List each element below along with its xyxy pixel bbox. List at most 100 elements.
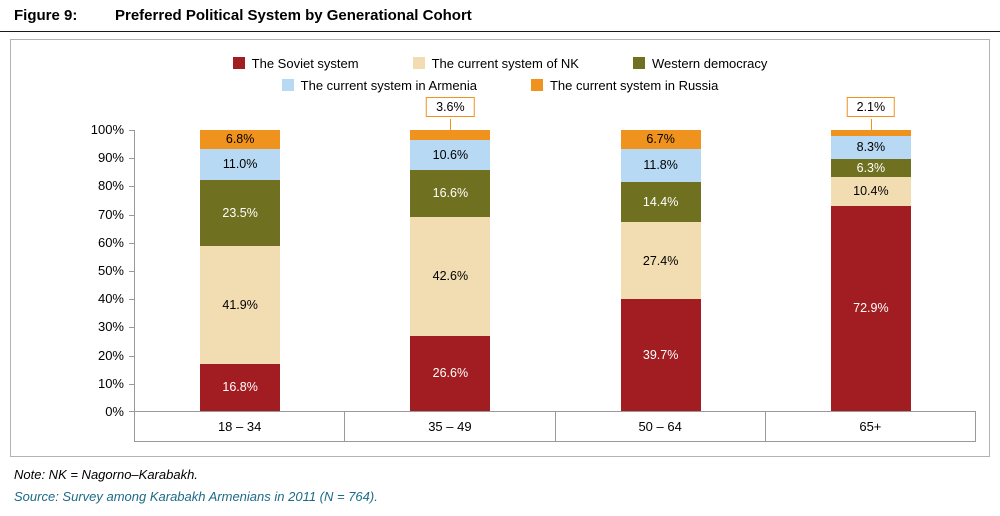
bar-segment: 42.6% bbox=[410, 216, 491, 337]
y-axis-tick bbox=[129, 383, 134, 385]
bar-column: 3.6% 10.6% 16.6% 42.6% 26.6% bbox=[345, 97, 555, 411]
bar-segment: 11.0% bbox=[200, 149, 281, 180]
chart-legend: The Soviet system The current system of N… bbox=[11, 52, 989, 96]
legend-label: Western democracy bbox=[651, 55, 768, 71]
y-axis-label: 50% bbox=[97, 263, 124, 278]
y-axis-tick bbox=[129, 327, 134, 329]
x-axis-label: 35 – 49 bbox=[345, 412, 556, 441]
segment-value-label: 8.3% bbox=[856, 140, 886, 155]
bar-segment: 41.9% bbox=[200, 246, 281, 364]
segment-value-label: 16.8% bbox=[222, 380, 258, 395]
bar-segment bbox=[410, 130, 491, 141]
segment-value-label: 6.7% bbox=[646, 132, 675, 147]
callout-label: 3.6% bbox=[426, 97, 475, 117]
bar-segment: 72.9% bbox=[830, 206, 911, 411]
bar-segment: 6.7% bbox=[620, 130, 701, 149]
legend-item: The current system of NK bbox=[412, 55, 579, 71]
chart-frame: The Soviet system The current system of N… bbox=[10, 39, 990, 457]
bar-segment: 16.6% bbox=[410, 169, 491, 217]
bar-segment: 27.4% bbox=[620, 222, 701, 300]
segment-value-label: 16.6% bbox=[432, 185, 469, 200]
y-axis-label: 30% bbox=[97, 319, 124, 335]
y-axis-label: 20% bbox=[97, 347, 124, 363]
legend-item: Western democracy bbox=[632, 55, 768, 71]
bar-segment: 6.3% bbox=[830, 159, 911, 177]
y-axis-tick bbox=[129, 158, 134, 160]
bar-segment: 39.7% bbox=[620, 299, 701, 411]
y-axis-tick bbox=[129, 411, 134, 412]
stacked-bar: 6.8% 11.0% 23.5% 41.9% 16.8% bbox=[200, 130, 281, 411]
chart-notes: Note: NK = Nagorno–Karabakh. Source: Sur… bbox=[0, 457, 1000, 504]
y-axis-tick bbox=[129, 130, 134, 131]
legend-swatch-icon bbox=[412, 57, 425, 69]
legend-swatch-icon bbox=[281, 79, 294, 91]
bar-segment: 10.6% bbox=[410, 140, 491, 170]
figure-title-row: Figure 9: Preferred Political System by … bbox=[0, 0, 1000, 32]
legend-item: The current system in Russia bbox=[530, 77, 719, 93]
legend-swatch-icon bbox=[632, 57, 645, 69]
legend-label: The current system in Russia bbox=[549, 77, 719, 93]
bar-segment: 8.3% bbox=[830, 135, 911, 160]
segment-value-label: 26.6% bbox=[432, 366, 469, 381]
y-axis-label: 70% bbox=[97, 206, 124, 222]
y-axis-tick bbox=[129, 355, 134, 357]
y-axis-label: 60% bbox=[97, 234, 124, 250]
segment-value-label: 11.8% bbox=[643, 158, 678, 173]
legend-label: The Soviet system bbox=[251, 55, 359, 71]
bar-segment: 16.8% bbox=[200, 363, 281, 411]
callout-leader-line bbox=[870, 119, 872, 130]
segment-value-label: 11.0% bbox=[222, 157, 258, 172]
y-axis-tick bbox=[129, 299, 134, 301]
y-axis-label: 40% bbox=[97, 291, 124, 307]
legend-row: The Soviet system The current system of N… bbox=[206, 52, 795, 74]
y-axis-tick bbox=[129, 271, 134, 272]
segment-value-label: 42.6% bbox=[432, 269, 469, 284]
bar-segment: 14.4% bbox=[620, 181, 701, 223]
y-axis-tick bbox=[129, 214, 134, 216]
bar-column: 6.7% 11.8% 14.4% 27.4% 39.7% bbox=[556, 130, 766, 411]
y-axis-tick bbox=[129, 242, 134, 244]
bar-column: 2.1% 8.3% 6.3% 10.4% 72.9% bbox=[766, 97, 976, 411]
y-axis-tick bbox=[129, 186, 134, 188]
bar-segment: 26.6% bbox=[410, 336, 491, 411]
callout-leader-line bbox=[450, 119, 452, 130]
bar-segment: 23.5% bbox=[200, 180, 281, 247]
callout-label: 2.1% bbox=[846, 97, 896, 117]
x-axis-label: 50 – 64 bbox=[556, 412, 766, 441]
plot-grid: 6.8% 11.0% 23.5% 41.9% 16.8% 3.6% 10.6% 16.6% 42… bbox=[134, 97, 976, 412]
segment-value-label: 41.9% bbox=[222, 297, 258, 312]
figure-title: Preferred Political System by Generation… bbox=[115, 7, 472, 24]
y-axis-label: 80% bbox=[97, 178, 124, 194]
segment-value-label: 6.3% bbox=[856, 160, 886, 175]
segment-value-label: 39.7% bbox=[642, 347, 679, 362]
y-axis-label: 10% bbox=[97, 375, 124, 391]
figure-label: Figure 9: bbox=[14, 7, 78, 24]
legend-label: The current system of NK bbox=[431, 55, 579, 71]
bar-segment: 11.8% bbox=[620, 148, 701, 182]
segment-value-label: 14.4% bbox=[642, 194, 679, 209]
y-axis-label: 100% bbox=[90, 122, 124, 137]
bar-segment: 6.8% bbox=[200, 130, 281, 150]
legend-swatch-icon bbox=[530, 79, 543, 91]
segment-value-label: 72.9% bbox=[853, 301, 889, 316]
legend-row: The current system in Armenia The current… bbox=[255, 74, 746, 96]
x-axis-band: 18 – 34 35 – 49 50 – 64 65+ bbox=[134, 412, 976, 442]
y-axis-label: 0% bbox=[105, 404, 124, 419]
segment-value-label: 10.6% bbox=[432, 147, 469, 162]
segment-value-label: 6.8% bbox=[225, 132, 255, 147]
bar-segment bbox=[830, 130, 911, 136]
legend-item: The Soviet system bbox=[232, 55, 359, 71]
segment-value-label: 23.5% bbox=[222, 205, 258, 220]
y-axis-label: 90% bbox=[97, 150, 124, 166]
note-text: Note: NK = Nagorno–Karabakh. bbox=[14, 467, 198, 482]
legend-item: The current system in Armenia bbox=[281, 77, 477, 93]
segment-value-label: 10.4% bbox=[853, 184, 889, 199]
plot-area: 6.8% 11.0% 23.5% 41.9% 16.8% 3.6% 10.6% 16.6% 42… bbox=[91, 97, 976, 442]
legend-label: The current system in Armenia bbox=[300, 77, 477, 93]
stacked-bar: 6.7% 11.8% 14.4% 27.4% 39.7% bbox=[620, 130, 701, 411]
x-axis-label: 18 – 34 bbox=[135, 412, 346, 441]
source-text: Source: Survey among Karabakh Armenians … bbox=[14, 489, 378, 504]
segment-value-label: 27.4% bbox=[642, 253, 679, 268]
stacked-bar: 3.6% 10.6% 16.6% 42.6% 26.6% bbox=[410, 97, 491, 411]
